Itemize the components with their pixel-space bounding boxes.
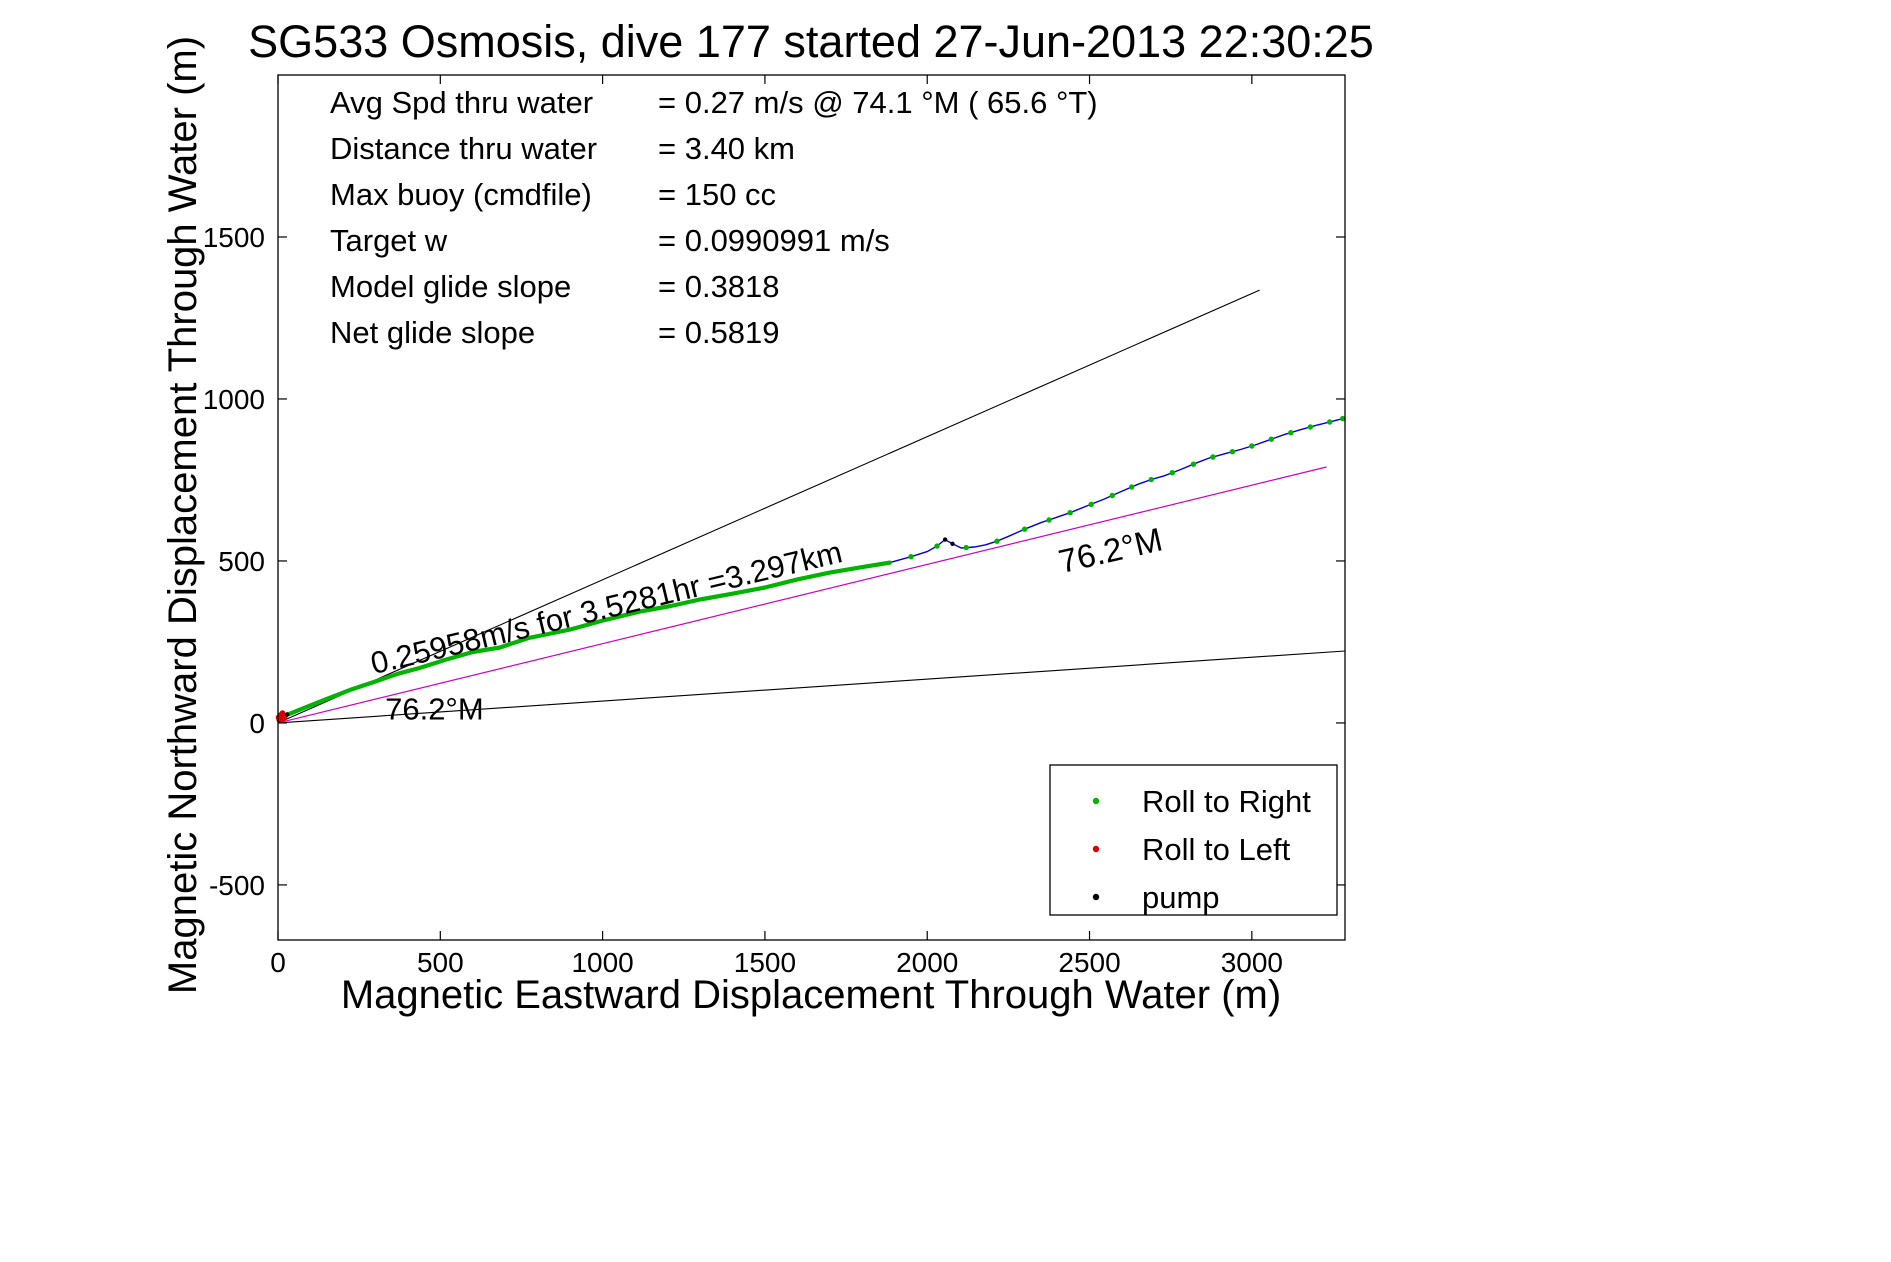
stats-value: = 3.40 km: [658, 131, 795, 166]
bearing-wedge-lower-line: [277, 650, 1346, 724]
axes-box: [277, 74, 1346, 941]
roll-right-marker: [1129, 484, 1135, 490]
stats-layer: Avg Spd thru water = 0.27 m/s @ 74.1 °M (…: [330, 85, 1098, 350]
y-tick-label: 1500: [203, 222, 265, 253]
roll-right-marker: [1307, 424, 1314, 430]
roll-to-left-legend-marker: [1092, 845, 1100, 853]
roll-right-marker: [1148, 476, 1154, 483]
legend-box: [1049, 764, 1338, 916]
plot-annotation: 0.25958m/s for 3.5281hr =3.297km: [367, 534, 845, 681]
y-tick-label: 1000: [203, 384, 265, 415]
legend-label-roll-to-right: Roll to Right: [1142, 784, 1311, 819]
stats-value: = 0.0990991 m/s: [658, 223, 890, 258]
legend-label-pump: pump: [1142, 880, 1220, 915]
stats-label: Net glide slope: [330, 315, 535, 350]
y-tick-label: 0: [249, 708, 265, 739]
axes-layer: 0 500 1000 1500 2000 2500 3000 -500 0 500 1000 1500: [203, 74, 1346, 978]
roll-right-marker: [1021, 526, 1028, 532]
roll-right-marker: [1067, 510, 1073, 516]
roll-right-marker: [963, 544, 969, 551]
stats-label: Max buoy (cmdfile): [330, 177, 592, 212]
x-tick-label: 1500: [734, 947, 796, 978]
roll-right-marker: [1046, 517, 1052, 523]
x-tick-label: 500: [417, 947, 464, 978]
roll-right-marker: [1288, 430, 1294, 436]
y-tick-label: 500: [218, 546, 265, 577]
legend-label-roll-to-left: Roll to Left: [1142, 832, 1291, 867]
series-layer: [275, 415, 1346, 723]
roll-right-dense-segment: [275, 560, 893, 721]
stats-label: Model glide slope: [330, 269, 571, 304]
stats-value: = 0.5819: [658, 315, 780, 350]
roll-right-marker: [1327, 419, 1333, 425]
x-tick-label: 2500: [1058, 947, 1120, 978]
x-tick-label: 3000: [1221, 947, 1283, 978]
roll-to-right-legend-marker: [1092, 797, 1100, 805]
stats-label: Distance thru water: [330, 131, 597, 166]
stats-value: = 150 cc: [658, 177, 776, 212]
roll-right-marker: [908, 554, 914, 560]
roll-right-marker: [1210, 454, 1216, 460]
roll-right-marker: [1249, 443, 1255, 449]
stats-value: = 0.27 m/s @ 74.1 °M ( 65.6 °T): [658, 85, 1098, 120]
y-axis-label: Magnetic Northward Displacement Through …: [161, 36, 205, 994]
x-tick-label: 0: [270, 947, 286, 978]
stats-label: Target w: [330, 223, 448, 258]
stats-value: = 0.3818: [658, 269, 780, 304]
roll-left-marker: [279, 710, 286, 717]
roll-right-marker: [994, 538, 1000, 544]
annotations-layer: 0.25958m/s for 3.5281hr =3.297km76.2°M76…: [367, 520, 1165, 726]
roll-right-marker: [1190, 461, 1197, 467]
chart-title: SG533 Osmosis, dive 177 started 27-Jun-2…: [248, 16, 1374, 67]
x-tick-label: 1000: [571, 947, 633, 978]
roll-right-marker: [1169, 470, 1176, 476]
roll-right-marker: [1340, 415, 1346, 422]
plot-annotation: 76.2°M: [385, 692, 484, 727]
legend-layer: Roll to Right Roll to Left pump: [1049, 764, 1338, 916]
bearing-wedge-upper-line: [277, 289, 1260, 724]
pump-marker: [942, 537, 948, 542]
pump-marker: [950, 541, 955, 546]
x-axis-label: Magnetic Eastward Displacement Through W…: [341, 973, 1281, 1017]
roll-right-marker: [1229, 449, 1236, 455]
pump-marker: [284, 712, 290, 717]
x-tick-label: 2000: [896, 947, 958, 978]
average-course-line: [277, 466, 1327, 724]
roll-right-marker: [1109, 492, 1116, 499]
roll-right-marker: [1268, 436, 1275, 442]
roll-right-marker: [1088, 501, 1094, 507]
y-tick-label: -500: [209, 870, 265, 901]
reference-lines-layer: [277, 289, 1346, 724]
pump-legend-marker: [1092, 893, 1100, 901]
roll-right-marker: [934, 543, 940, 549]
stats-label: Avg Spd thru water: [330, 85, 593, 120]
